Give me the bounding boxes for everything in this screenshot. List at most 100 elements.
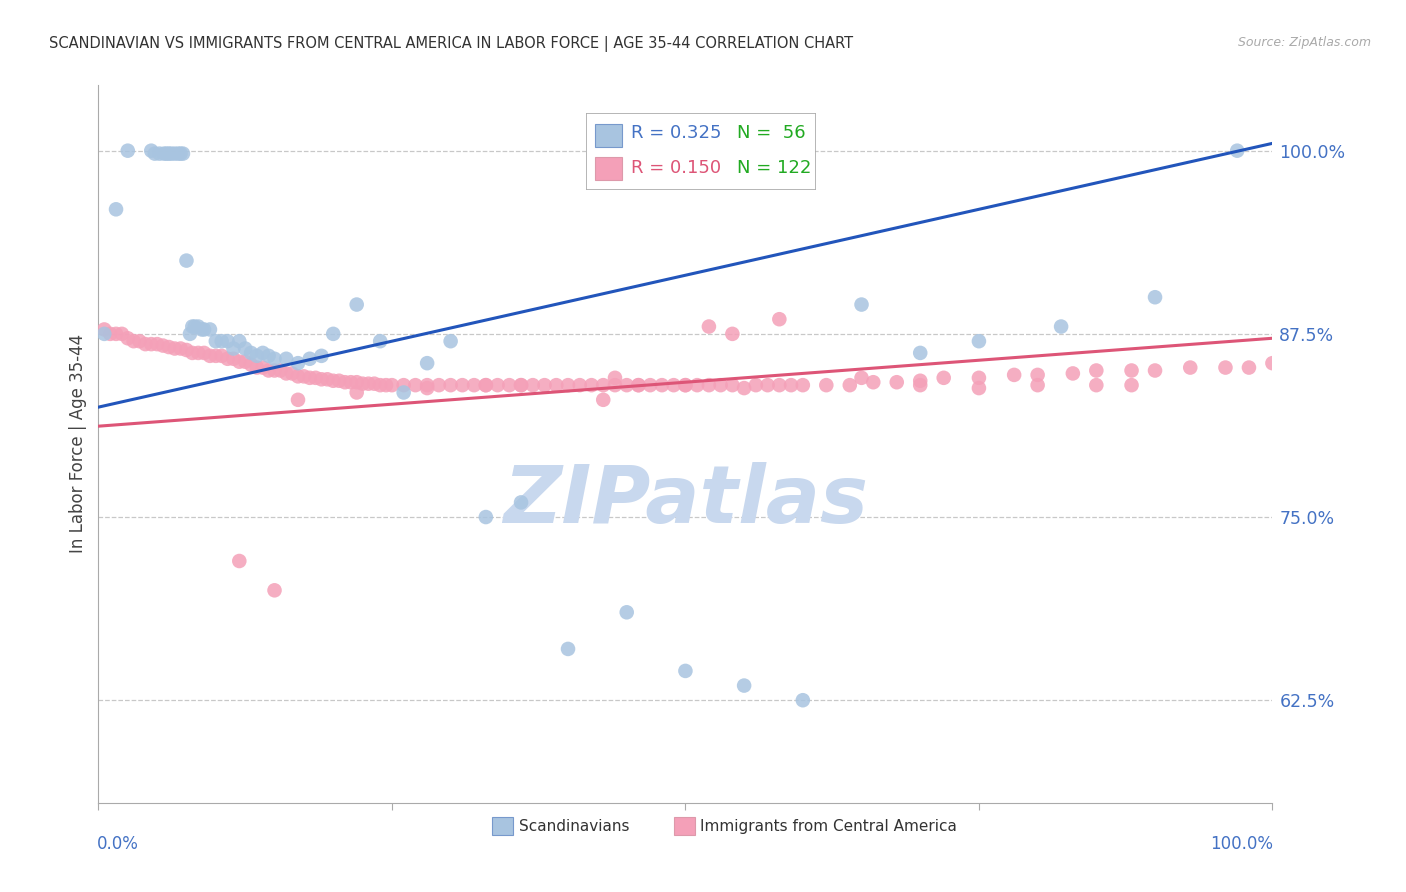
Point (240, 358, 263, 372)
Point (486, 378, 509, 392)
FancyBboxPatch shape (595, 124, 623, 146)
Point (627, 378, 650, 392)
Point (198, 322, 221, 336)
Point (222, 351, 245, 366)
Point (686, 378, 709, 392)
Point (710, 378, 733, 392)
Point (510, 378, 533, 392)
Point (228, 334, 250, 349)
Point (146, 337, 169, 351)
Point (627, 378, 650, 392)
Point (768, 312, 790, 326)
Point (357, 376, 380, 391)
Point (416, 378, 439, 392)
FancyBboxPatch shape (595, 157, 623, 180)
Point (111, 326, 134, 341)
Point (780, 378, 803, 392)
Point (181, 346, 204, 360)
Point (98, 326, 121, 341)
Point (768, 378, 790, 392)
Point (475, 510, 498, 524)
Point (638, 378, 661, 392)
Point (1050, 319, 1073, 334)
Point (346, 297, 368, 311)
Point (368, 334, 391, 349)
Point (322, 326, 344, 341)
Point (815, 378, 838, 392)
Point (141, 337, 163, 351)
Point (217, 351, 239, 366)
Point (581, 378, 603, 392)
Point (546, 378, 568, 392)
Point (1121, 363, 1143, 377)
Point (745, 378, 768, 392)
Point (1215, 360, 1237, 375)
Point (1144, 363, 1167, 377)
Point (1180, 360, 1202, 375)
Text: Scandinavians: Scandinavians (519, 819, 630, 834)
Point (1002, 368, 1025, 382)
Point (1026, 368, 1049, 382)
Point (756, 378, 779, 392)
Point (193, 346, 215, 360)
Point (153, 146, 176, 161)
Point (152, 338, 174, 352)
Point (557, 378, 579, 392)
Point (167, 146, 190, 161)
Point (183, 319, 205, 334)
Point (287, 392, 309, 407)
Point (967, 371, 990, 385)
Point (148, 146, 170, 161)
Point (269, 363, 291, 377)
Point (233, 354, 256, 368)
Point (322, 374, 344, 388)
Point (176, 343, 198, 357)
Point (105, 326, 128, 341)
Point (675, 378, 697, 392)
Point (967, 334, 990, 349)
Point (908, 346, 931, 360)
Point (838, 378, 860, 392)
Point (721, 326, 744, 341)
Point (908, 378, 931, 392)
Point (155, 146, 177, 161)
Point (651, 378, 673, 392)
Point (122, 334, 145, 349)
Point (257, 363, 280, 377)
Point (276, 351, 298, 366)
Point (217, 334, 239, 349)
Point (257, 349, 280, 363)
Point (1062, 367, 1084, 381)
Point (352, 376, 374, 391)
Point (568, 378, 591, 392)
Point (416, 356, 439, 370)
Point (304, 371, 326, 385)
Point (1226, 144, 1249, 158)
Point (246, 349, 269, 363)
Point (733, 381, 755, 395)
Point (222, 342, 245, 356)
Text: N = 122: N = 122 (737, 159, 811, 177)
Point (908, 374, 931, 388)
Point (169, 146, 191, 161)
Point (439, 334, 461, 349)
Point (375, 378, 398, 392)
Point (862, 375, 884, 389)
Point (616, 605, 638, 619)
Point (886, 375, 908, 389)
Point (157, 146, 180, 161)
Point (427, 378, 450, 392)
Point (181, 319, 204, 334)
Point (160, 146, 183, 161)
Point (662, 378, 685, 392)
Point (311, 372, 333, 386)
Point (276, 367, 298, 381)
Point (287, 356, 309, 370)
Point (392, 378, 415, 392)
Point (368, 378, 391, 392)
Point (603, 371, 626, 385)
Y-axis label: In Labor Force | Age 35-44: In Labor Force | Age 35-44 (69, 334, 87, 553)
Point (176, 253, 198, 268)
Point (240, 346, 263, 360)
Point (851, 371, 873, 385)
